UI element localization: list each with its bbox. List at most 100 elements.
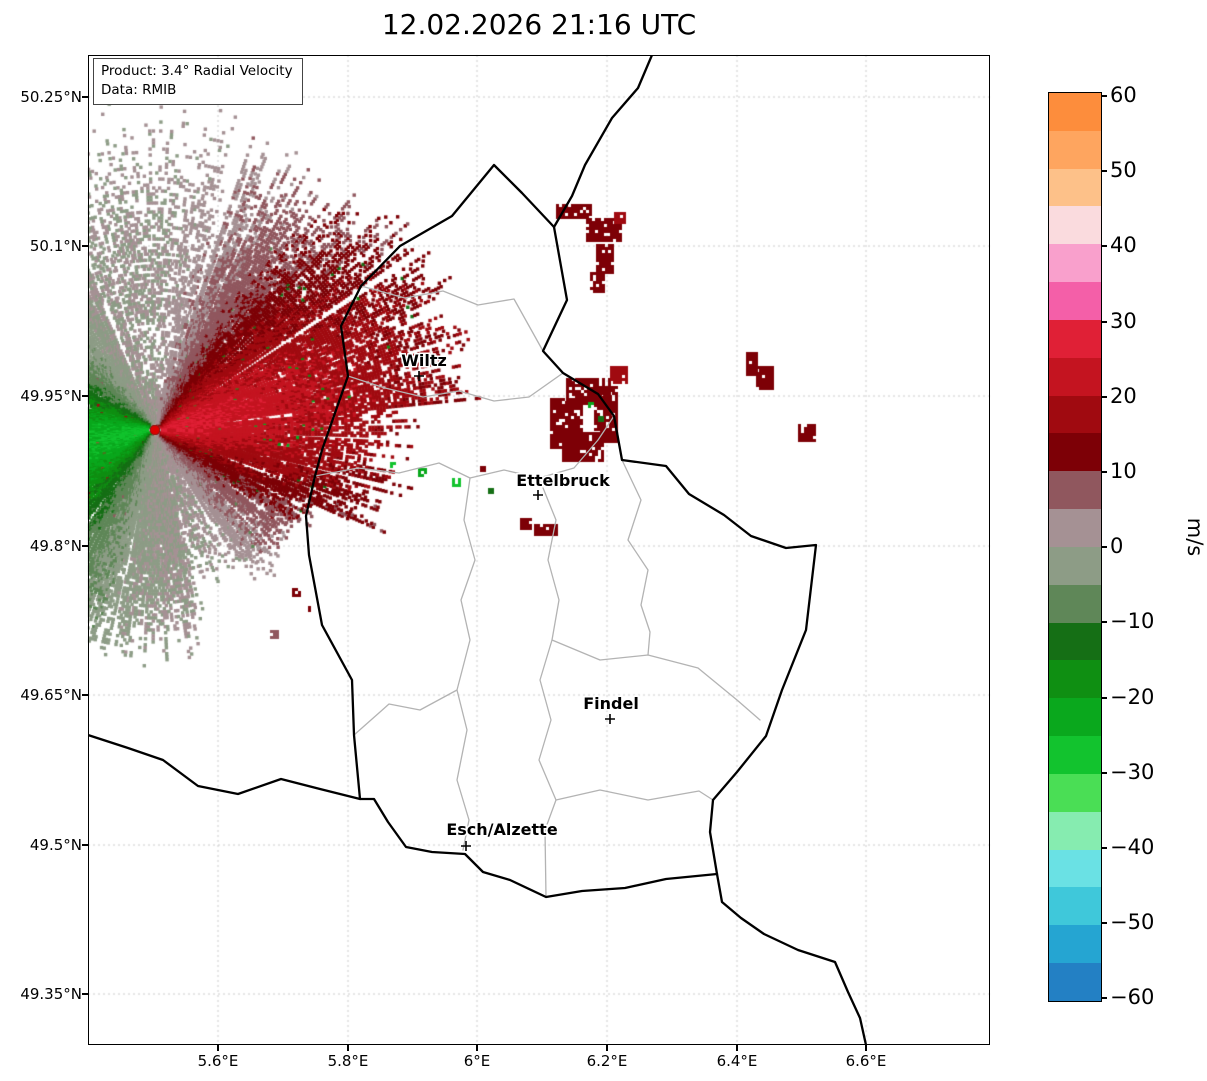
- colorbar-segment: [1049, 849, 1101, 888]
- city-label: Esch/Alzette: [446, 820, 558, 839]
- colorbar-segment: [1049, 319, 1101, 358]
- product-info-box: Product: 3.4° Radial Velocity Data: RMIB: [93, 58, 303, 105]
- canton-border-mersch: [538, 639, 557, 898]
- lat-tickmark: [82, 844, 88, 846]
- colorbar-tickmark: [1101, 95, 1107, 97]
- colorbar-segment: [1049, 206, 1101, 245]
- lon-tick-label: 6.6°E: [845, 1052, 887, 1070]
- colorbar-tickmark: [1101, 771, 1107, 774]
- colorbar-tick-label: −10: [1110, 609, 1155, 634]
- canton-border-south: [555, 789, 714, 801]
- colorbar-tick-label: −40: [1110, 835, 1155, 859]
- colorbar-tickmark: [1101, 546, 1107, 549]
- colorbar-tick-label: −50: [1110, 910, 1155, 935]
- city-label: Ettelbruck: [516, 471, 610, 490]
- colorbar-tick-label: 10: [1110, 459, 1137, 483]
- lon-tickmark: [476, 1045, 478, 1051]
- colorbar-tick-label: −60: [1110, 985, 1155, 1010]
- lon-tickmark: [736, 1045, 738, 1051]
- product-name-line: Product: 3.4° Radial Velocity: [101, 63, 293, 79]
- colorbar-segment: [1049, 130, 1101, 169]
- canton-border-echternach: [621, 459, 651, 656]
- city-label: Findel: [583, 694, 639, 713]
- lat-tickmark: [82, 245, 88, 247]
- colorbar-segment: [1049, 244, 1101, 283]
- lat-tick-label: 49.35°N: [20, 985, 82, 1003]
- colorbar-segment: [1049, 811, 1101, 850]
- colorbar-tickmark: [1101, 320, 1107, 323]
- city-marker: [461, 841, 471, 851]
- lon-tick-label: 5.8°E: [327, 1052, 369, 1070]
- lat-tick-label: 49.65°N: [20, 686, 82, 704]
- colorbar-segment: [1049, 282, 1101, 320]
- belgium-germany-border: [552, 55, 654, 229]
- colorbar-segment: [1049, 698, 1101, 737]
- colorbar-tickmark: [1101, 847, 1107, 849]
- colorbar-tick-label: 30: [1110, 308, 1137, 333]
- canton-border-north: [360, 285, 544, 352]
- canton-border-center-east: [538, 477, 761, 721]
- data-source-line: Data: RMIB: [101, 81, 177, 98]
- city-layer: Wiltz Ettelbruck Findel Esch/Alzette: [400, 350, 640, 851]
- lat-tick-label: 50.1°N: [29, 237, 82, 255]
- lon-tick-label: 6.2°E: [586, 1052, 628, 1070]
- colorbar-tickmark: [1101, 997, 1107, 1000]
- colorbar-tickmark: [1101, 621, 1107, 624]
- city-label: Wiltz: [401, 351, 447, 370]
- colorbar-segment: [1049, 925, 1101, 964]
- colorbar-segment: [1049, 584, 1101, 623]
- colorbar-tick-label: 0: [1110, 534, 1124, 559]
- lat-tick-label: 49.5°N: [29, 836, 82, 854]
- lat-tickmark: [82, 993, 88, 995]
- colorbar-tick-label: −20: [1110, 684, 1155, 709]
- colorbar-tickmark: [1101, 245, 1107, 248]
- lat-tick-label: 49.95°N: [20, 387, 82, 405]
- colorbar-segment: [1049, 963, 1101, 1001]
- colorbar-segment: [1049, 168, 1101, 207]
- canton-border-diekirch: [314, 415, 615, 479]
- city-marker: [605, 714, 615, 724]
- colorbar-tick-label: 60: [1110, 83, 1137, 107]
- lon-tick-label: 5.6°E: [197, 1052, 239, 1070]
- lon-tickmark: [606, 1045, 608, 1051]
- colorbar-tickmark: [1101, 471, 1107, 473]
- lon-tick-label: 6.4°E: [716, 1052, 758, 1070]
- lat-tickmark: [82, 96, 88, 98]
- belgium-france-border: [88, 733, 362, 801]
- colorbar-tickmark: [1101, 170, 1107, 173]
- colorbar-unit-label: m/s: [1183, 517, 1207, 557]
- colorbar-segment: [1049, 357, 1101, 396]
- lat-tick-label: 49.8°N: [29, 537, 82, 555]
- colorbar-segment: [1049, 93, 1101, 131]
- colorbar-segment: [1049, 736, 1101, 774]
- colorbar: [1048, 92, 1102, 1002]
- lat-tickmark: [82, 694, 88, 696]
- colorbar-tick-label: 20: [1110, 383, 1137, 408]
- plot-title: 12.02.2026 21:16 UTC: [381, 8, 697, 41]
- colorbar-segment: [1049, 395, 1101, 434]
- colorbar-tick-label: −30: [1110, 759, 1155, 784]
- lon-tick-label: 6°E: [463, 1052, 491, 1070]
- france-germany-border: [715, 872, 868, 1045]
- colorbar-tick-label: 50: [1110, 158, 1137, 183]
- city-marker: [414, 371, 424, 381]
- lon-tickmark: [217, 1045, 219, 1051]
- canton-border-capellen: [353, 689, 458, 736]
- colorbar-segment: [1049, 622, 1101, 661]
- lon-tickmark: [347, 1045, 349, 1051]
- canton-border-west-vertical: [456, 477, 476, 851]
- colorbar-segment: [1049, 509, 1101, 547]
- colorbar-segment: [1049, 887, 1101, 926]
- luxembourg-border: [304, 163, 818, 899]
- lat-tick-label: 50.25°N: [20, 88, 82, 106]
- colorbar-segment: [1049, 471, 1101, 510]
- colorbar-tickmark: [1101, 696, 1107, 699]
- city-marker: [533, 490, 543, 500]
- colorbar-tickmark: [1101, 922, 1107, 925]
- colorbar-segment: [1049, 546, 1101, 585]
- lat-tickmark: [82, 395, 88, 397]
- colorbar-tick-label: 40: [1110, 233, 1137, 258]
